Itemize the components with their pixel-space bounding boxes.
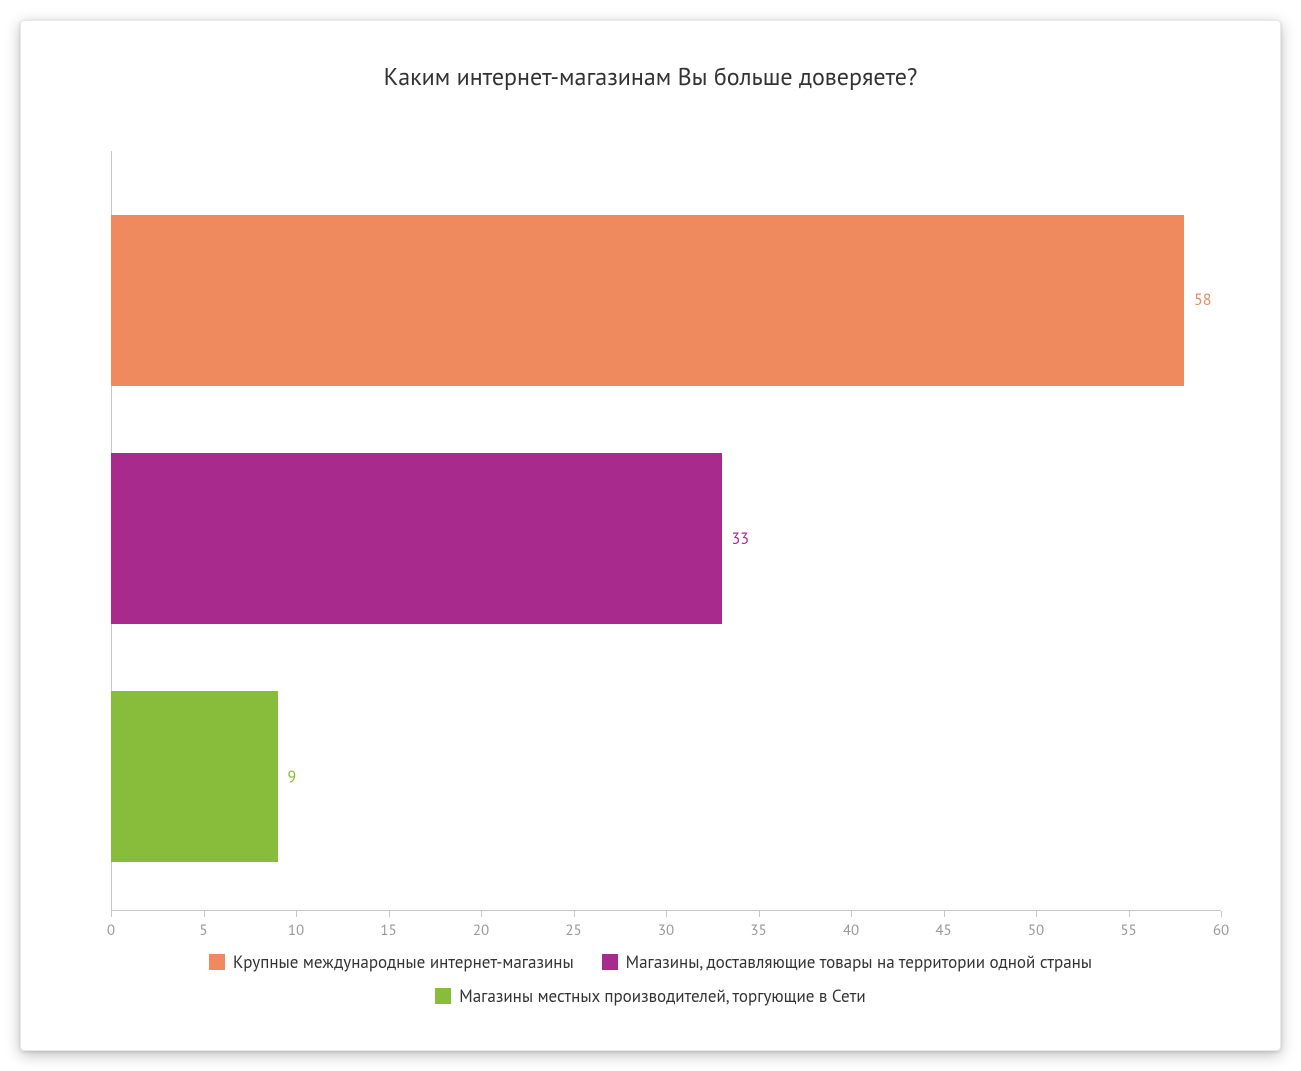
bar	[111, 453, 722, 624]
x-tick	[111, 911, 112, 917]
legend-item: Магазины, доставляющие товары на террито…	[602, 951, 1092, 973]
bar-value-label: 58	[1194, 290, 1211, 310]
chart-title: Каким интернет-магазинам Вы больше довер…	[21, 61, 1280, 92]
legend-swatch	[435, 988, 451, 1004]
x-tick-label: 55	[1120, 921, 1136, 940]
bar-value-label: 33	[732, 529, 749, 549]
x-tick-label: 25	[565, 921, 581, 940]
x-tick-label: 60	[1213, 921, 1229, 940]
x-tick-label: 20	[473, 921, 489, 940]
legend-label: Магазины местных производителей, торгующ…	[459, 985, 865, 1007]
bar	[111, 691, 278, 862]
chart-card: Каким интернет-магазинам Вы больше довер…	[20, 20, 1281, 1051]
legend-label: Магазины, доставляющие товары на террито…	[626, 951, 1092, 973]
x-tick	[204, 911, 205, 917]
legend-item: Крупные международные интернет-магазины	[209, 951, 574, 973]
x-tick-label: 5	[199, 921, 207, 940]
x-tick-label: 50	[1028, 921, 1044, 940]
x-tick	[389, 911, 390, 917]
x-tick	[1221, 911, 1222, 917]
x-tick-label: 0	[107, 921, 115, 940]
x-tick-label: 30	[658, 921, 674, 940]
x-tick	[666, 911, 667, 917]
x-tick	[759, 911, 760, 917]
x-tick	[1129, 911, 1130, 917]
legend-label: Крупные международные интернет-магазины	[233, 951, 574, 973]
legend-swatch	[209, 954, 225, 970]
x-tick	[574, 911, 575, 917]
bar	[111, 215, 1184, 386]
legend-swatch	[602, 954, 618, 970]
x-tick-label: 10	[288, 921, 304, 940]
plot-area: 05101520253035404550556058339	[111, 151, 1221, 911]
legend: Крупные международные интернет-магазины М…	[21, 951, 1280, 1007]
bar-value-label: 9	[288, 767, 297, 787]
x-tick-label: 35	[750, 921, 766, 940]
x-tick-label: 15	[380, 921, 396, 940]
legend-item: Магазины местных производителей, торгующ…	[435, 985, 865, 1007]
x-tick	[1036, 911, 1037, 917]
x-tick	[944, 911, 945, 917]
x-tick-label: 45	[935, 921, 951, 940]
x-tick	[851, 911, 852, 917]
x-tick	[296, 911, 297, 917]
x-tick	[481, 911, 482, 917]
x-tick-label: 40	[843, 921, 859, 940]
